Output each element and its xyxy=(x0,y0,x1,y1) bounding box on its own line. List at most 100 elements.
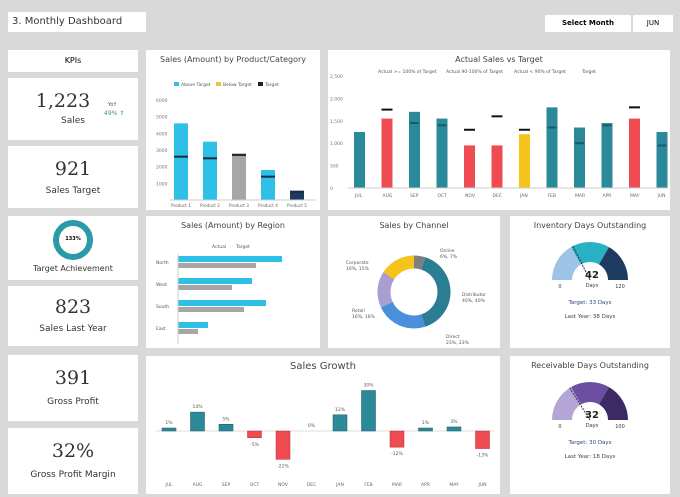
product-chart: Sales (Amount) by Product/Category Above … xyxy=(146,50,320,210)
x-tick-label: AUG xyxy=(193,482,203,488)
x-tick-label: OCT xyxy=(438,193,448,199)
legend-entry: Actual < 90% of Target xyxy=(514,69,566,75)
x-tick-label: DEC xyxy=(307,482,316,488)
gauge-band xyxy=(599,387,628,420)
x-tick-label: FEB xyxy=(364,482,373,488)
legend-entry: Actual >= 100% of Target xyxy=(378,69,437,75)
bar-target xyxy=(178,329,198,334)
y-tick-label: West xyxy=(156,282,167,288)
bar-actual xyxy=(178,256,282,262)
gauge-value: 32 xyxy=(585,410,599,421)
data-label: -21% xyxy=(277,463,289,469)
y-tick-label: 1,000 xyxy=(330,141,343,147)
bar-target xyxy=(178,285,232,290)
bar xyxy=(174,123,188,200)
target-marker xyxy=(290,190,304,193)
gauge-unit: Days xyxy=(586,423,599,429)
bar xyxy=(601,123,613,188)
donut-slice xyxy=(377,255,451,329)
kpi-label: Gross Profit xyxy=(47,397,99,407)
chart-canvas: 32 Days 0 100 Target: 30 Days Last Year: 18 D… xyxy=(552,382,628,460)
bar xyxy=(381,118,393,188)
x-tick-label: MAR xyxy=(392,482,402,488)
x-tick-label: Product 2 xyxy=(200,203,220,208)
kpi-label: Sales xyxy=(61,116,85,126)
x-tick-label: MAY xyxy=(449,482,459,488)
bar xyxy=(436,118,448,188)
select-month-label: Select Month xyxy=(545,15,631,32)
y-tick-label: 6000 xyxy=(156,98,168,104)
slice-label: Retail 16%, 16% xyxy=(352,308,376,320)
data-label: -5% xyxy=(250,442,259,448)
x-tick-label: JAN xyxy=(519,193,528,199)
chart-title: Sales (Amount) by Product/Category xyxy=(159,55,307,64)
legend-entry: Below Target xyxy=(223,82,252,88)
y-tick-label: 2,500 xyxy=(330,74,343,80)
target-marker xyxy=(575,142,584,145)
x-tick-label: APR xyxy=(603,193,612,199)
bar xyxy=(629,118,640,188)
gauge-value: 42 xyxy=(585,270,599,281)
gauge-needle xyxy=(572,245,591,281)
y-tick-label: 3000 xyxy=(156,148,168,154)
bar-actual xyxy=(178,300,266,306)
data-label: 3% xyxy=(450,419,458,425)
inventory-days-gauge: Inventory Days Outstanding 42 Days 0 120 Targ… xyxy=(510,216,670,348)
data-label: 14% xyxy=(192,404,203,410)
legend-entry: Target xyxy=(581,69,596,75)
bar xyxy=(418,427,433,432)
x-tick-label: Product 1 xyxy=(171,203,191,208)
channel-chart: Sales by Channel Online 6%, 7% Distributor 4… xyxy=(328,216,500,348)
x-tick-label: SEP xyxy=(410,193,419,199)
y-tick-label: 1000 xyxy=(156,181,168,187)
data-label: 30% xyxy=(363,383,374,389)
gauge-max: 120 xyxy=(615,284,625,290)
month-selector[interactable]: JUN xyxy=(633,15,673,32)
x-tick-label: MAY xyxy=(630,193,640,199)
kpi-value: 32% xyxy=(51,440,95,462)
target-marker xyxy=(491,115,503,118)
legend-swatch xyxy=(216,82,221,86)
bar xyxy=(464,145,475,188)
donut-slice xyxy=(377,255,451,329)
x-tick-label: MAR xyxy=(575,193,585,199)
chart-title: Sales by Channel xyxy=(379,221,449,230)
chart-canvas: 1% JUL 14% AUG 5% SEP -5% OCT -21% NOV 0% DEC 12% JAN… xyxy=(156,383,494,488)
x-tick-label: FEB xyxy=(548,193,557,199)
chart-title: Actual Sales vs Target xyxy=(455,55,543,64)
kpi-value: 823 xyxy=(54,296,92,318)
bar-actual xyxy=(178,278,252,284)
gauge-band xyxy=(599,247,628,280)
data-label: 1% xyxy=(422,420,430,426)
target-marker xyxy=(519,128,530,131)
x-tick-label: JUL xyxy=(354,193,363,199)
kpi-sales-last-year: 823 Sales Last Year xyxy=(8,286,138,346)
growth-chart: Sales Growth 1% JUL 14% AUG 5% SEP -5% OCT -21% NO… xyxy=(146,356,500,494)
x-tick-label: JUN xyxy=(657,193,666,199)
bar-target xyxy=(178,307,244,312)
x-tick-label: AUG xyxy=(383,193,393,199)
yoy-delta: 49% ⇑ xyxy=(104,110,125,117)
slice-label: Direct 23%, 23% xyxy=(446,334,470,346)
gauge-min: 0 xyxy=(558,424,561,430)
region-chart: Sales (Amount) by Region Actual Target Nort… xyxy=(146,216,320,348)
chart-title: Sales (Amount) by Region xyxy=(181,221,285,230)
x-tick-label: JAN xyxy=(335,482,344,488)
data-label: 0% xyxy=(308,423,316,429)
x-tick-label: NOV xyxy=(465,193,476,199)
gauge-max: 100 xyxy=(615,424,625,430)
x-tick-label: NOV xyxy=(278,482,289,488)
chart-canvas: Actual >= 100% of Target Actual 90-100% o… xyxy=(330,69,668,199)
target-marker xyxy=(437,124,447,127)
kpi-gross-profit-margin: 32% Gross Profit Margin xyxy=(8,428,138,494)
x-tick-label: Product 4 xyxy=(258,203,278,208)
chart-canvas: Actual Target North West South East xyxy=(156,244,282,344)
achievement-ring xyxy=(53,220,93,260)
bar-target xyxy=(178,263,256,268)
bar xyxy=(409,111,420,188)
bar xyxy=(389,430,405,448)
y-tick-label: 4000 xyxy=(156,131,168,137)
x-tick-label: Product 3 xyxy=(229,203,249,208)
y-tick-label: East xyxy=(156,326,166,332)
target-marker xyxy=(203,157,217,160)
